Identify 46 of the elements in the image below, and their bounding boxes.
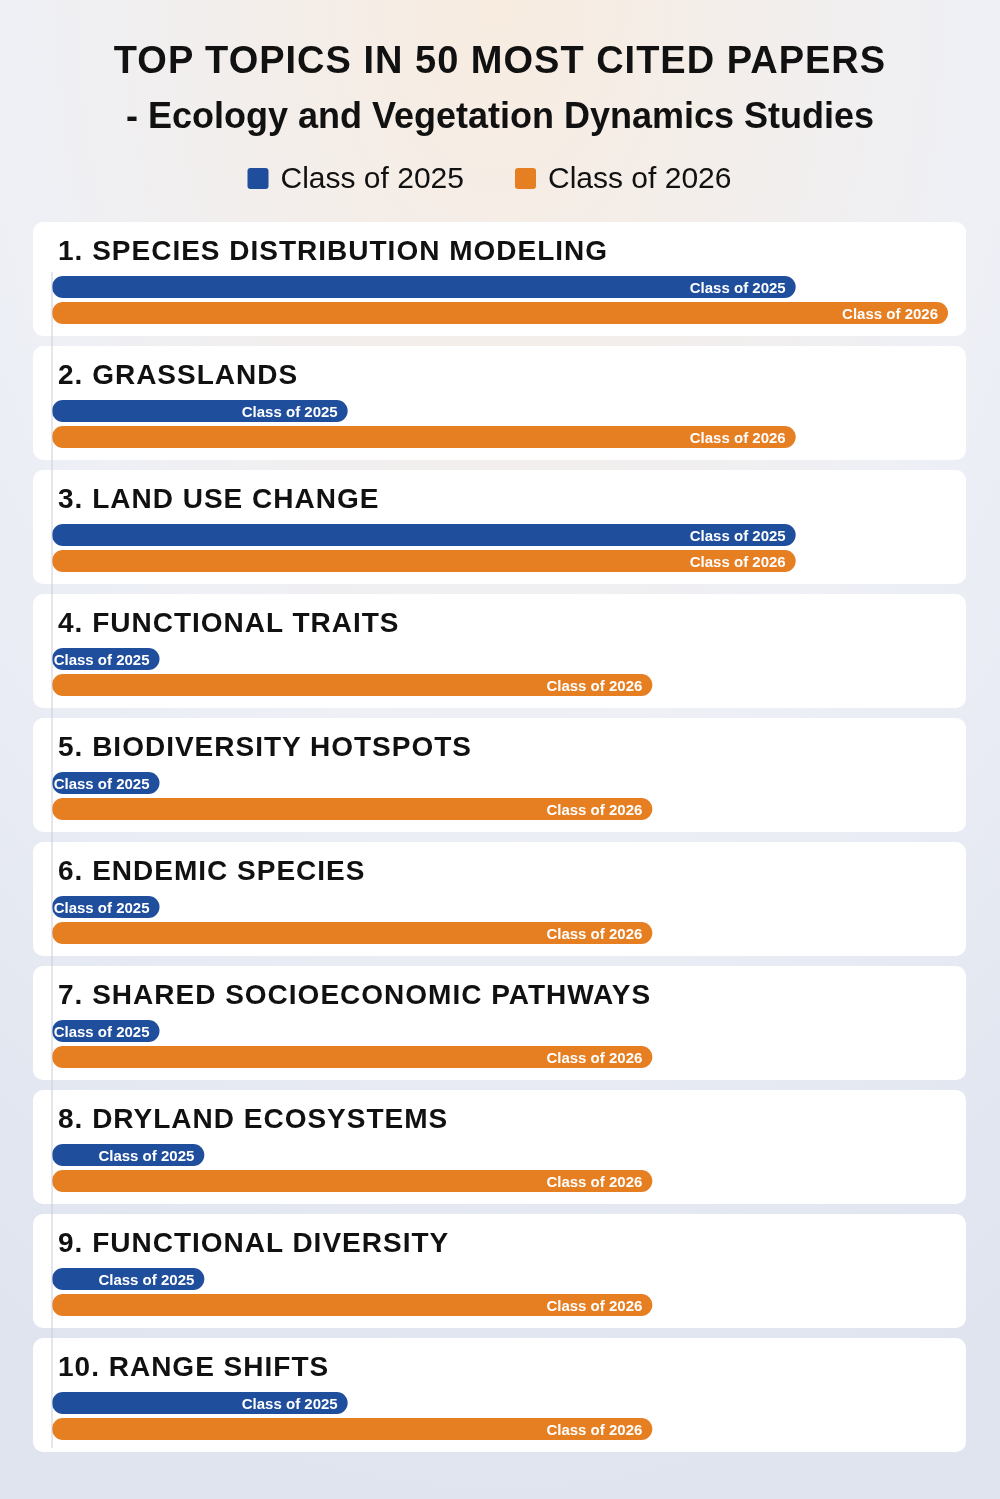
text: Class of 2025 xyxy=(53,1022,150,1040)
y-tick-label: 2. GRASSLANDS xyxy=(58,359,299,390)
y-tick-label: 5. BIODIVERSITY HOTSPOTS xyxy=(58,731,473,762)
bar xyxy=(52,1170,653,1192)
y-tick-label: 3. LAND USE CHANGE xyxy=(58,483,380,514)
chart-title: TOP TOPICS IN 50 MOST CITED PAPERS xyxy=(113,39,887,81)
text: Class of 2026 xyxy=(546,1420,643,1438)
text: Class of 2025 xyxy=(98,1270,195,1288)
text: Class of 2026 xyxy=(689,552,786,570)
text: Class of 2025 xyxy=(689,278,786,296)
text: Class of 2025 xyxy=(53,650,150,668)
text: Class of 2025 xyxy=(53,898,150,916)
bar xyxy=(52,1294,653,1316)
text: Class of 2025 xyxy=(241,1394,338,1412)
bar xyxy=(52,302,948,324)
legend-label: Class of 2026 xyxy=(548,161,732,194)
y-tick-label: 7. SHARED SOCIOECONOMIC PATHWAYS xyxy=(58,979,652,1010)
y-tick-label: 10. RANGE SHIFTS xyxy=(58,1351,330,1382)
y-tick-label: 9. FUNCTIONAL DIVERSITY xyxy=(58,1227,450,1258)
bar xyxy=(52,674,653,696)
bar xyxy=(52,1418,653,1440)
text: Class of 2025 xyxy=(241,402,338,420)
y-tick-label: 1. SPECIES DISTRIBUTION MODELING xyxy=(58,235,609,266)
text: Class of 2026 xyxy=(546,800,643,818)
text: Class of 2026 xyxy=(842,304,938,322)
text: Class of 2026 xyxy=(546,1172,643,1190)
text: Class of 2025 xyxy=(689,526,786,544)
text: Class of 2026 xyxy=(546,676,643,694)
text: Class of 2025 xyxy=(98,1146,195,1164)
text: Class of 2026 xyxy=(546,924,643,942)
text: Class of 2026 xyxy=(546,1048,643,1066)
bar xyxy=(52,550,796,572)
bar xyxy=(52,524,796,546)
legend-label: Class of 2025 xyxy=(280,161,464,194)
chart-subtitle: - Ecology and Vegetation Dynamics Studies xyxy=(125,95,875,136)
bar xyxy=(52,798,653,820)
y-tick-label: 6. ENDEMIC SPECIES xyxy=(58,855,366,886)
bar xyxy=(52,1046,653,1068)
bar xyxy=(52,426,796,448)
y-tick-label: 8. DRYLAND ECOSYSTEMS xyxy=(58,1103,449,1134)
text: Class of 2026 xyxy=(546,1296,643,1314)
text: Class of 2025 xyxy=(53,774,150,792)
y-tick-label: 4. FUNCTIONAL TRAITS xyxy=(58,607,400,638)
bar xyxy=(52,922,653,944)
text: Class of 2026 xyxy=(689,428,786,446)
bar xyxy=(52,276,796,298)
